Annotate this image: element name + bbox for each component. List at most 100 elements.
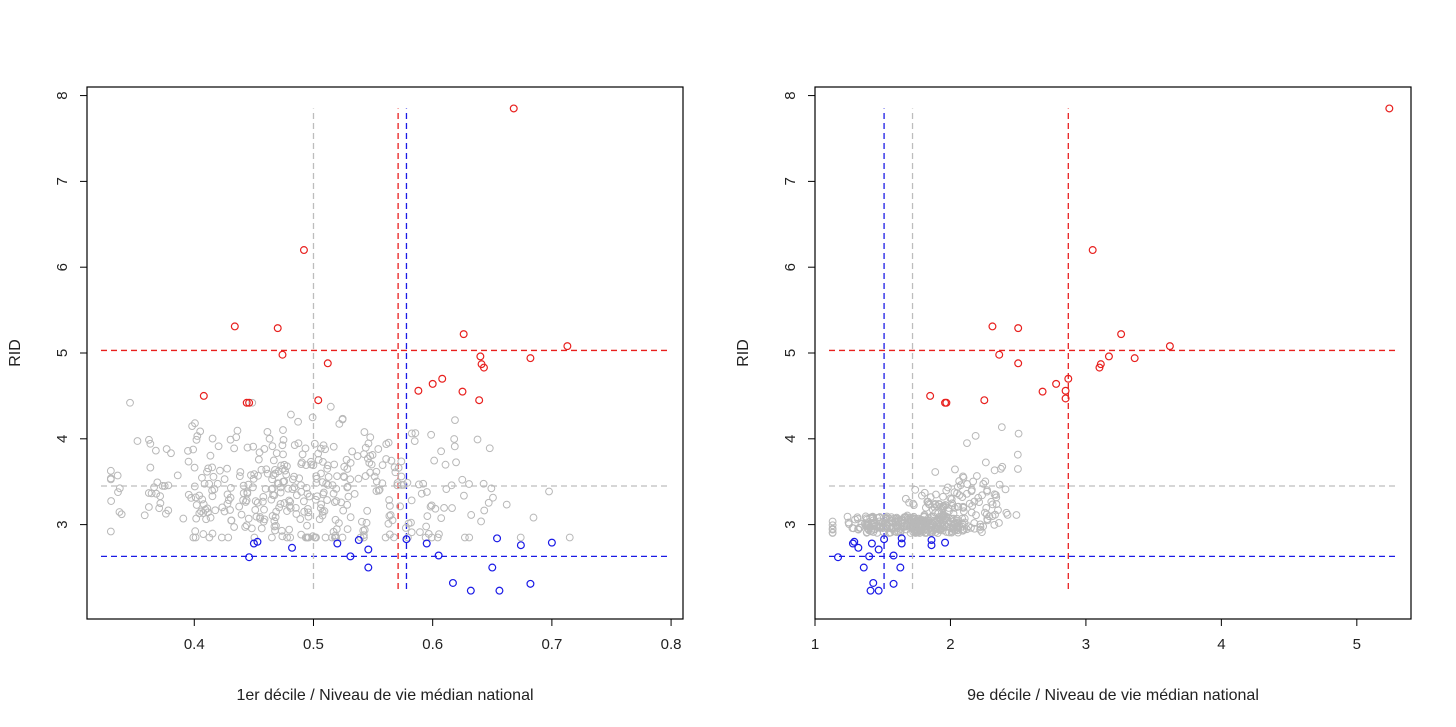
x-tick-label: 0.6 <box>422 636 443 653</box>
grey-point <box>251 505 260 514</box>
red-point <box>199 391 208 400</box>
grey-point <box>958 514 967 523</box>
grey-point <box>190 463 199 472</box>
grey-point <box>114 488 122 497</box>
grey-point <box>268 475 276 484</box>
grey-point <box>300 507 309 516</box>
grey-point <box>458 475 467 484</box>
grey-point <box>972 511 980 520</box>
grey-point <box>208 486 216 495</box>
blue-point <box>897 534 906 543</box>
grey-point <box>267 533 276 542</box>
grey-point <box>287 410 295 419</box>
grey-point <box>435 530 443 539</box>
grey-point <box>248 398 257 407</box>
blue-point <box>495 586 504 595</box>
grey-point <box>365 458 374 467</box>
grey-point <box>979 479 988 488</box>
grey-point <box>904 515 913 523</box>
grey-point <box>283 462 291 471</box>
grey-point <box>324 473 333 481</box>
grey-point <box>227 516 236 525</box>
grey-point <box>932 490 940 499</box>
grey-point <box>565 533 574 542</box>
grey-point <box>197 507 205 516</box>
grey-point <box>184 457 193 466</box>
grey-point <box>983 516 992 525</box>
red-point <box>278 350 287 359</box>
grey-point <box>106 466 115 475</box>
grey-point <box>909 512 918 521</box>
grey-point <box>213 479 222 488</box>
grey-point <box>269 456 278 465</box>
grey-point <box>310 439 319 448</box>
grey-point <box>410 437 419 446</box>
y-tick-label: 6 <box>782 263 799 271</box>
grey-point <box>382 455 391 463</box>
grey-point <box>340 462 349 471</box>
grey-point <box>971 431 980 440</box>
grey-point <box>372 467 381 476</box>
y-tick-label: 8 <box>782 91 799 99</box>
red-point <box>1117 330 1126 339</box>
grey-point <box>164 506 173 515</box>
grey-point <box>954 502 963 511</box>
grey-point <box>366 433 375 442</box>
reference-lines <box>829 108 1397 589</box>
grey-point <box>385 496 394 504</box>
grey-point <box>386 511 395 519</box>
y-tick-label: 3 <box>782 520 799 528</box>
grey-point <box>191 533 200 542</box>
grey-point <box>294 439 303 448</box>
grey-point <box>311 495 320 504</box>
grey-point <box>312 533 320 542</box>
grey-point <box>303 521 311 530</box>
y-tick-label: 3 <box>54 520 71 528</box>
grey-point <box>404 519 413 528</box>
grey-point <box>272 449 281 458</box>
grey-point <box>968 501 977 510</box>
grey-point <box>430 456 439 465</box>
grey-point <box>193 432 202 440</box>
grey-point <box>970 524 979 533</box>
red-point <box>1038 387 1047 396</box>
grey-point <box>346 458 355 467</box>
grey-point <box>328 481 337 490</box>
grey-point <box>980 508 989 517</box>
grey-point <box>869 516 878 525</box>
red-point <box>273 324 282 333</box>
grey-point <box>187 493 196 502</box>
red-point <box>242 398 251 407</box>
grey-point <box>276 488 285 497</box>
blue-point <box>859 563 868 572</box>
grey-point <box>484 498 493 507</box>
grey-point <box>113 471 122 480</box>
grey-point <box>343 525 352 533</box>
grey-point <box>920 513 929 521</box>
blue-point <box>516 541 525 550</box>
red-point <box>980 396 989 405</box>
grey-point <box>390 533 398 542</box>
red-point <box>479 363 488 372</box>
grey-point <box>107 497 116 505</box>
grey-point <box>998 462 1007 471</box>
grey-point <box>929 516 938 525</box>
blue-point <box>869 578 878 587</box>
grey-point <box>451 416 459 425</box>
grey-point <box>268 484 277 493</box>
grey-point <box>390 463 399 472</box>
grey-point <box>450 442 459 451</box>
grey-point <box>308 413 317 422</box>
grey-point <box>237 510 246 519</box>
grey-point <box>372 487 381 495</box>
grey-point <box>146 439 155 448</box>
grey-point <box>441 460 450 469</box>
grey-point <box>487 484 496 493</box>
y-tick-label: 8 <box>54 91 71 99</box>
grey-point <box>995 519 1003 527</box>
grey-point <box>304 512 313 521</box>
grey-point <box>433 533 442 542</box>
grey-point <box>960 514 969 523</box>
grey-point <box>319 490 327 499</box>
blue-point <box>874 586 883 595</box>
